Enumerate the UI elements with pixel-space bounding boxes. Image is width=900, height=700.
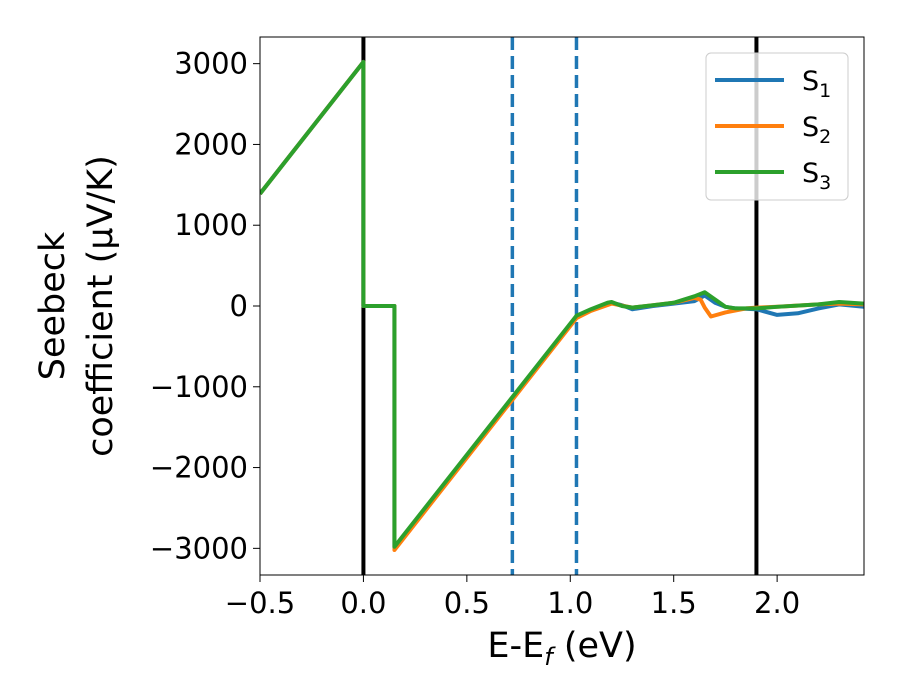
x-axis: −0.5 0.0 0.5 1.0 1.5 2.0 [225, 575, 800, 620]
x-tick-label: −0.5 [225, 586, 295, 620]
x-axis-title: E-Ef (eV) [487, 626, 636, 671]
legend-label-base: S [802, 112, 819, 143]
legend-label-3: S3 [802, 158, 831, 194]
y-tick-label: 3000 [174, 47, 248, 81]
x-tick-label: 1.5 [651, 586, 697, 620]
legend-label-base: S [802, 158, 819, 189]
legend-label-2: S2 [802, 112, 831, 148]
legend-label-1: S1 [802, 66, 831, 102]
y-axis-title-line2: coefficient (μV/K) [81, 155, 121, 457]
x-tick-label: 0.5 [444, 586, 490, 620]
legend-label-base: S [802, 66, 819, 97]
y-tick-label: 0 [230, 289, 248, 323]
y-tick-label: −3000 [150, 531, 248, 565]
y-axis-title-line1: Seebeck [33, 231, 73, 380]
y-tick-label: 2000 [174, 127, 248, 161]
y-tick-label: 1000 [174, 208, 248, 242]
x-tick-label: 1.0 [547, 586, 593, 620]
series-line-3 [260, 60, 864, 549]
y-tick-label: −2000 [150, 451, 248, 485]
x-axis-title-tail: (eV) [553, 626, 637, 666]
legend-label-subscript: 1 [819, 80, 831, 102]
y-axis-title: Seebeck coefficient (μV/K) [33, 155, 121, 457]
legend-label-subscript: 3 [819, 172, 831, 194]
x-tick-label: 2.0 [754, 586, 800, 620]
legend-label-subscript: 2 [819, 126, 831, 148]
x-axis-title-main: E-E [487, 626, 544, 666]
y-tick-label: −1000 [150, 370, 248, 404]
x-tick-label: 0.0 [340, 586, 386, 620]
y-axis: 3000 2000 1000 0 −1000 −2000 −3000 [150, 47, 260, 565]
